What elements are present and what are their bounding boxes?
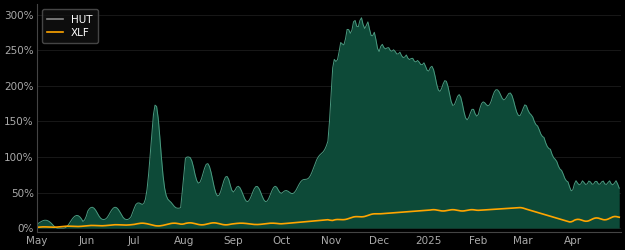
Legend: HUT, XLF: HUT, XLF <box>42 9 98 43</box>
